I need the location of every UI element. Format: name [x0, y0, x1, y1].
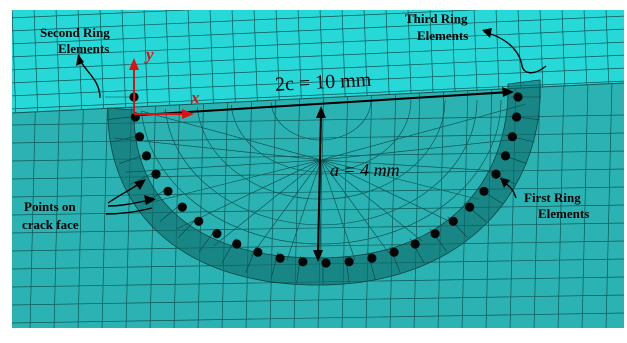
mesh-line — [12, 312, 624, 324]
mesh-line — [55, 10, 61, 113]
mesh-line — [12, 54, 624, 84]
mesh-line — [581, 83, 589, 328]
mesh-line — [12, 10, 624, 32]
mesh-line — [245, 83, 253, 328]
crack-front-point — [232, 239, 242, 249]
second-ring-label-line2: Elements — [58, 41, 109, 56]
mesh-line — [437, 83, 445, 328]
mesh-line — [231, 10, 237, 113]
mesh-line — [29, 83, 37, 328]
top-surface — [12, 10, 624, 113]
first-ring-label: First Ring Elements — [524, 190, 589, 221]
crack-front-point — [448, 216, 458, 226]
crack-front-point — [479, 186, 489, 196]
mesh-line — [12, 67, 624, 97]
crack-front-point — [177, 202, 187, 212]
crack-front-point — [135, 132, 145, 142]
mesh-line — [165, 159, 322, 235]
body-mesh — [12, 83, 624, 328]
crack-front-point — [141, 151, 152, 161]
width-label: 2c = 10 mm — [274, 69, 372, 96]
mesh-line — [341, 83, 349, 328]
crack-face-points-label-line2: crack face — [22, 217, 79, 232]
depth-label: a = 4 mm — [330, 160, 400, 180]
mesh-line — [277, 159, 322, 262]
leader-lines — [76, 28, 547, 215]
mesh-line — [389, 83, 397, 328]
coordinate-axes — [129, 58, 194, 119]
axis-x-label: x — [190, 88, 200, 107]
mesh-line — [557, 83, 565, 328]
mesh-line — [269, 83, 277, 328]
crack-front-point — [321, 258, 331, 268]
mesh-line — [53, 83, 61, 328]
mesh-line — [165, 10, 171, 113]
mesh-line — [320, 99, 528, 161]
crack-front-point — [212, 229, 222, 239]
mesh-line — [198, 159, 322, 259]
third-ring-label: Third Ring Elements — [405, 11, 471, 43]
mesh-line — [117, 159, 322, 174]
crack-front-point — [194, 216, 204, 226]
surface-edge — [11, 82, 625, 114]
third-ring-label-line1: Third Ring — [405, 11, 468, 26]
crack-front-point — [511, 112, 522, 122]
second-ring-label-line1: Second Ring — [40, 25, 110, 40]
crack-face-points-label-line1: Points on — [24, 199, 76, 214]
crack-front-point — [410, 239, 420, 249]
crack-front-point — [389, 247, 399, 257]
mesh-line — [293, 83, 301, 328]
crack-front-point — [491, 169, 501, 179]
depth-dimension — [313, 106, 326, 262]
mesh-line — [12, 15, 624, 45]
axis-y-label: y — [144, 45, 154, 64]
first-ring-label-line1: First Ring — [524, 190, 581, 205]
crack-front-point — [507, 132, 517, 142]
crack-front-point — [253, 247, 263, 257]
mesh-line — [12, 10, 17, 113]
crack-front-point — [430, 229, 440, 239]
crack-front-point — [500, 151, 511, 161]
second-ring-label: Second Ring Elements — [40, 25, 113, 56]
crack-front-point — [163, 186, 173, 196]
crack-front-point — [513, 92, 523, 102]
mesh-line — [320, 136, 528, 161]
mesh-line — [320, 159, 505, 206]
mesh-line — [12, 10, 624, 19]
mesh-line — [209, 10, 215, 113]
mesh-line — [320, 159, 525, 174]
third-ring-label-line2: Elements — [417, 28, 468, 43]
crack-face-points-label: Points on crack face — [22, 199, 79, 232]
mesh-line — [33, 10, 39, 113]
mesh-line — [101, 83, 109, 328]
mesh-line — [12, 28, 624, 58]
mesh-line — [12, 41, 624, 71]
mesh-line — [365, 83, 373, 328]
crack-front-point — [465, 202, 475, 212]
crack-front-point — [151, 169, 161, 179]
mesh-line — [12, 83, 13, 328]
mesh-line — [533, 83, 541, 328]
mesh-line — [173, 83, 181, 328]
crack-front-point — [344, 257, 354, 267]
mesh-line — [187, 10, 193, 113]
mesh-line — [77, 83, 85, 328]
width-dimension — [139, 87, 514, 116]
first-ring-label-line2: Elements — [538, 206, 589, 221]
crack-front-point — [298, 257, 308, 267]
mesh-line — [320, 159, 365, 262]
mesh-line — [137, 159, 322, 206]
crack-front-point — [367, 253, 377, 263]
mesh-line — [121, 10, 127, 113]
mesh-line — [413, 83, 421, 328]
crack-front-point — [275, 253, 285, 263]
mesh-line — [12, 186, 624, 198]
crack-front-points — [129, 92, 523, 268]
mesh-line — [12, 294, 624, 306]
